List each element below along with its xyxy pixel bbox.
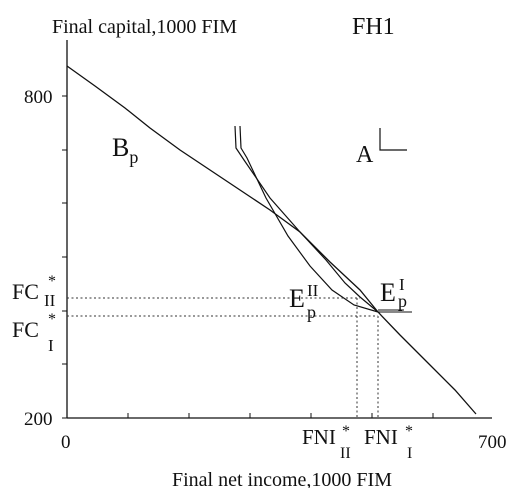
svg-text:FNI: FNI [364,425,398,449]
x-tick-label-700: 700 [478,432,507,453]
svg-text:*: * [342,423,350,440]
bp-label: Bp [112,133,138,167]
y-tick-label-800: 800 [24,87,53,108]
indifference-curve-inner [239,125,379,313]
svg-text:II: II [307,281,319,300]
svg-text:I: I [48,336,54,355]
y-tick-label-200: 200 [24,409,53,430]
ep1-label: E I p [380,275,407,311]
dotted-guides [67,297,379,418]
svg-text:I: I [399,275,405,294]
svg-text:FC: FC [12,317,39,342]
svg-text:E: E [380,278,396,307]
svg-text:FNI: FNI [302,425,336,449]
bp-curve [66,65,477,415]
fc1-label: FC * I [12,311,56,355]
svg-text:*: * [48,273,56,290]
svg-text:*: * [48,311,56,328]
x-tick-marks [127,413,434,418]
y-tick-marks [62,95,67,419]
x-tick-label-0: 0 [61,432,71,453]
svg-text:II: II [44,291,56,310]
svg-text:p: p [398,291,407,311]
svg-text:p: p [307,302,316,322]
fni2-label: FNI * II [302,423,351,462]
a-label: A [356,142,374,168]
y-axis-title: Final capital,1000 FIM [52,16,237,38]
figure-label: FH1 [352,14,395,40]
svg-text:I: I [407,445,412,462]
svg-text:II: II [340,445,351,462]
fni1-label: FNI * I [364,423,413,462]
indifference-curve-outer [234,125,379,313]
x-axis-title: Final net income,1000 FIM [172,469,392,488]
a-corner-mark [379,128,407,151]
svg-text:*: * [405,423,413,440]
svg-text:E: E [289,284,305,313]
ep2-label: E II p [289,281,319,322]
svg-text:FC: FC [12,279,39,304]
fc2-label: FC * II [12,273,56,310]
